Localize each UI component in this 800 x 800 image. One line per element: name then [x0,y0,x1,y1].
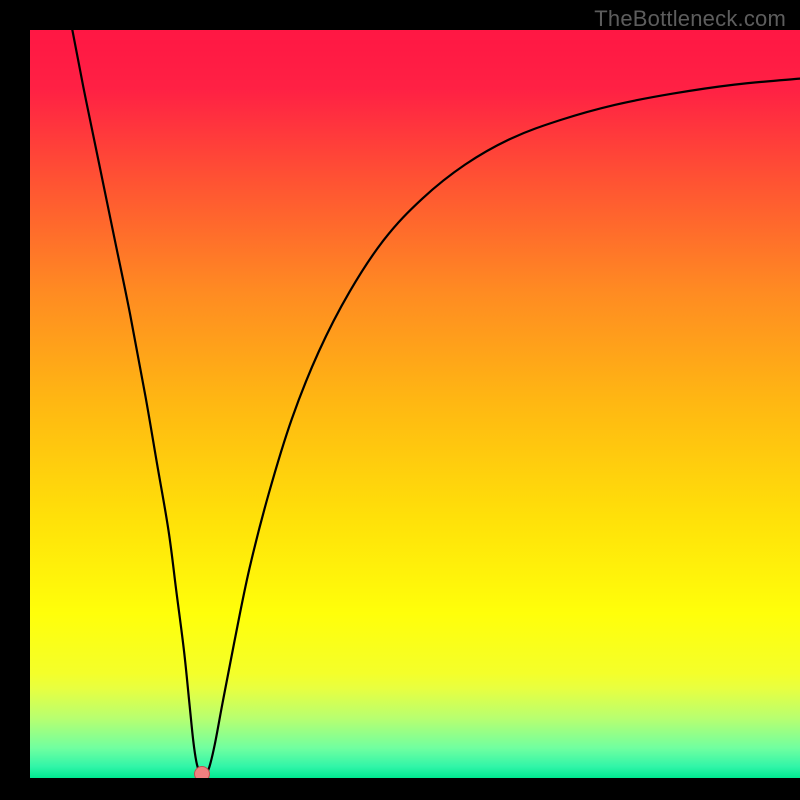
bottleneck-curve [72,30,800,776]
curve-svg [30,30,800,778]
plot-area [30,30,800,778]
chart-frame: TheBottleneck.com [0,0,800,800]
minimum-marker [194,766,210,778]
watermark-text: TheBottleneck.com [594,6,786,32]
